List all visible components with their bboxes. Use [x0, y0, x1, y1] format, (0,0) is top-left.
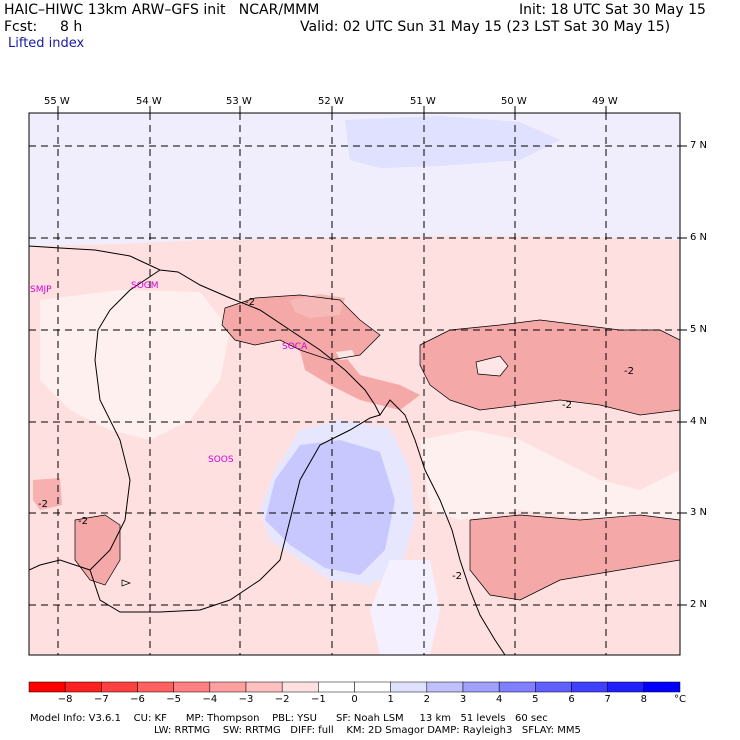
contour-label: -2: [452, 571, 462, 582]
colorbar-tick-label: 1: [387, 694, 394, 705]
lon-label: 53 W: [226, 96, 252, 107]
colorbar-tick-label: 4: [495, 694, 503, 705]
top-ticks: [57, 106, 607, 113]
lat-label: 6 N: [690, 232, 708, 243]
colorbar-segment: [643, 681, 681, 693]
colorbar-segment: [101, 681, 138, 693]
forecast-label: Fcst:: [4, 19, 38, 35]
colorbar-segment: [462, 681, 500, 693]
colorbar-tick-label: 5: [532, 694, 539, 705]
colorbar-segment: [571, 681, 608, 693]
colorbar-tick-label: −5: [166, 694, 182, 705]
colorbar-tick-label: −4: [202, 694, 218, 705]
colorbar-segment: [354, 681, 391, 693]
right-ticks: [680, 145, 687, 606]
colorbar-tick-label: −7: [93, 694, 109, 705]
graticule: [29, 113, 680, 655]
colorbar-tick-label: −2: [274, 694, 290, 705]
field-shading: [29, 113, 680, 655]
colorbar-segment: [64, 681, 102, 693]
lon-label: 50 W: [501, 96, 527, 107]
colorbar-segment: [173, 681, 211, 693]
colorbar-segment: [318, 681, 355, 693]
lon-label: 54 W: [136, 96, 162, 107]
colorbar-unit: °C: [674, 694, 686, 705]
colorbar-segment: [28, 681, 66, 693]
colorbar-tick-label: 0: [351, 694, 358, 705]
map-frame: [28, 112, 681, 656]
contour-label: -2: [624, 366, 634, 377]
colorbar-segment: [281, 681, 319, 693]
model-title: HAIC–HIWC 13km ARW–GFS init NCAR/MMM: [4, 2, 320, 18]
colorbar-tick-label: 3: [459, 694, 467, 705]
station-smjp: SMJP: [30, 285, 52, 295]
colorbar-tick-label: 2: [423, 694, 431, 705]
colorbar-segment: [535, 681, 572, 693]
colorbar-segment: [607, 681, 645, 693]
forecast-value: 8 h: [60, 19, 83, 35]
lat-label: 7 N: [690, 140, 708, 151]
station-sogm: SOGM: [131, 281, 159, 291]
colorbar-segment: [390, 681, 428, 693]
station-soca: SOCA: [282, 342, 308, 352]
colorbar-tick-label: 6: [568, 694, 575, 705]
colorbar-tick-label: −3: [238, 694, 254, 705]
footer-physics: LW: RRTMG SW: RRTMG DIFF: full KM: 2D Sm…: [154, 725, 581, 736]
lon-label: 49 W: [592, 96, 618, 107]
coastline: [29, 245, 506, 655]
colorbar-tick-label: −1: [310, 694, 326, 705]
colorbar-segment: [426, 681, 464, 693]
valid-time: Valid: 02 UTC Sun 31 May 15 (23 LST Sat …: [300, 19, 671, 35]
station-soos: SOOS: [208, 455, 234, 465]
colorbar-segment: [137, 681, 174, 693]
lat-label: 4 N: [690, 416, 708, 427]
colorbar-tick-label: 7: [604, 694, 611, 705]
lon-label: 51 W: [410, 96, 436, 107]
lon-label: 52 W: [318, 96, 344, 107]
lon-label: 55 W: [44, 96, 70, 107]
contour-label: -2: [245, 297, 255, 308]
colorbar-segment: [245, 681, 283, 693]
lat-label: 5 N: [690, 324, 708, 335]
colorbar-tick-label: 8: [640, 694, 648, 705]
lat-label: 2 N: [690, 599, 708, 610]
contour-label: -2: [78, 516, 88, 527]
colorbar-segment: [209, 681, 247, 693]
lat-label: 3 N: [690, 507, 708, 518]
footer-model-info: Model Info: V3.6.1 CU: KF MP: Thompson P…: [30, 713, 548, 724]
colorbar-tick-label: −6: [130, 694, 145, 705]
colorbar-tick-label: −8: [57, 694, 73, 705]
colorbar-segment: [498, 681, 536, 693]
field-name: Lifted index: [8, 36, 85, 51]
contour-label: -2: [562, 400, 572, 411]
contour-label: -2: [38, 499, 48, 510]
init-time: Init: 18 UTC Sat 30 May 15: [519, 2, 706, 18]
